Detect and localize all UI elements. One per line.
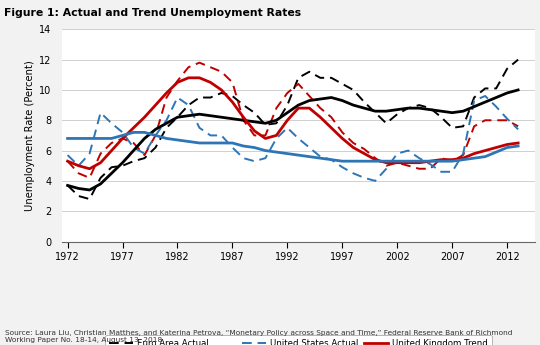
Text: Source: Laura Liu, Christian Matthes, and Katerina Petrova, “Monetary Policy acr: Source: Laura Liu, Christian Matthes, an… <box>5 330 513 343</box>
Text: Figure 1: Actual and Trend Unemployment Rates: Figure 1: Actual and Trend Unemployment … <box>4 8 301 18</box>
Legend: Euro Area Actual, United Kingdom Actual, United States Actual, Euro Area Trend, : Euro Area Actual, United Kingdom Actual,… <box>105 335 491 345</box>
Y-axis label: Unemployment Rate (Percent): Unemployment Rate (Percent) <box>25 60 35 211</box>
